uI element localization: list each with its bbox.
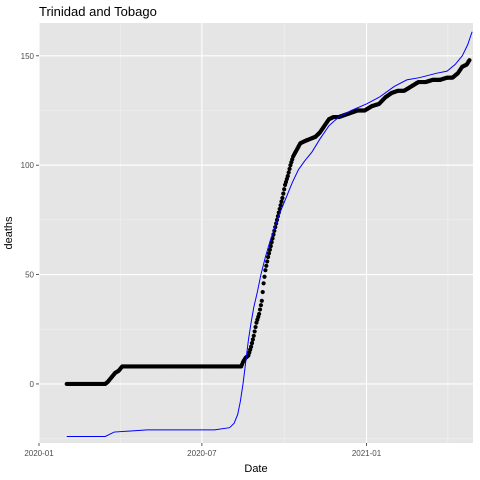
data-point (280, 195, 285, 201)
data-point (287, 166, 292, 171)
x-tick-label: 2021-01 (352, 449, 382, 458)
x-tick-label: 2020-01 (24, 449, 54, 458)
y-axis-title: deaths (3, 216, 15, 250)
chart-title: Trinidad and Tobago (39, 4, 157, 19)
data-point (251, 333, 256, 338)
series-layer (64, 31, 473, 437)
data-point (278, 203, 283, 208)
x-axis: 2020-01 2020-07 2021-01 (24, 443, 382, 458)
x-tick-label: 2020-07 (187, 449, 217, 458)
data-point (252, 329, 257, 334)
data-point (260, 289, 265, 295)
data-point (248, 344, 254, 349)
data-point (253, 324, 258, 330)
data-point (265, 254, 271, 260)
data-point (269, 240, 274, 245)
series-points-0 (64, 58, 472, 387)
data-point (282, 187, 287, 192)
data-point (267, 247, 272, 252)
data-point (264, 263, 269, 268)
data-point (257, 311, 262, 317)
data-point (259, 298, 264, 303)
y-tick-label: 50 (25, 271, 34, 280)
series-line-1 (66, 31, 473, 437)
data-point (261, 281, 266, 286)
data-point (262, 274, 267, 279)
x-axis-title: Date (244, 463, 267, 475)
data-point (285, 174, 290, 179)
plot-panel (39, 23, 473, 443)
y-tick-label: 0 (30, 380, 35, 389)
data-point (281, 191, 286, 196)
y-tick-label: 150 (21, 52, 35, 61)
data-point (265, 259, 270, 264)
data-point (467, 58, 472, 63)
data-point (286, 170, 291, 175)
data-point (266, 251, 272, 256)
data-point (263, 268, 268, 273)
data-point (258, 303, 264, 308)
data-point (257, 307, 263, 312)
data-point (279, 199, 284, 204)
data-point (268, 244, 273, 249)
y-tick-label: 100 (21, 161, 35, 170)
gridlines (38, 23, 473, 443)
y-axis: 0 50 100 150 (21, 52, 39, 389)
data-point (249, 341, 255, 346)
data-point (250, 337, 255, 342)
